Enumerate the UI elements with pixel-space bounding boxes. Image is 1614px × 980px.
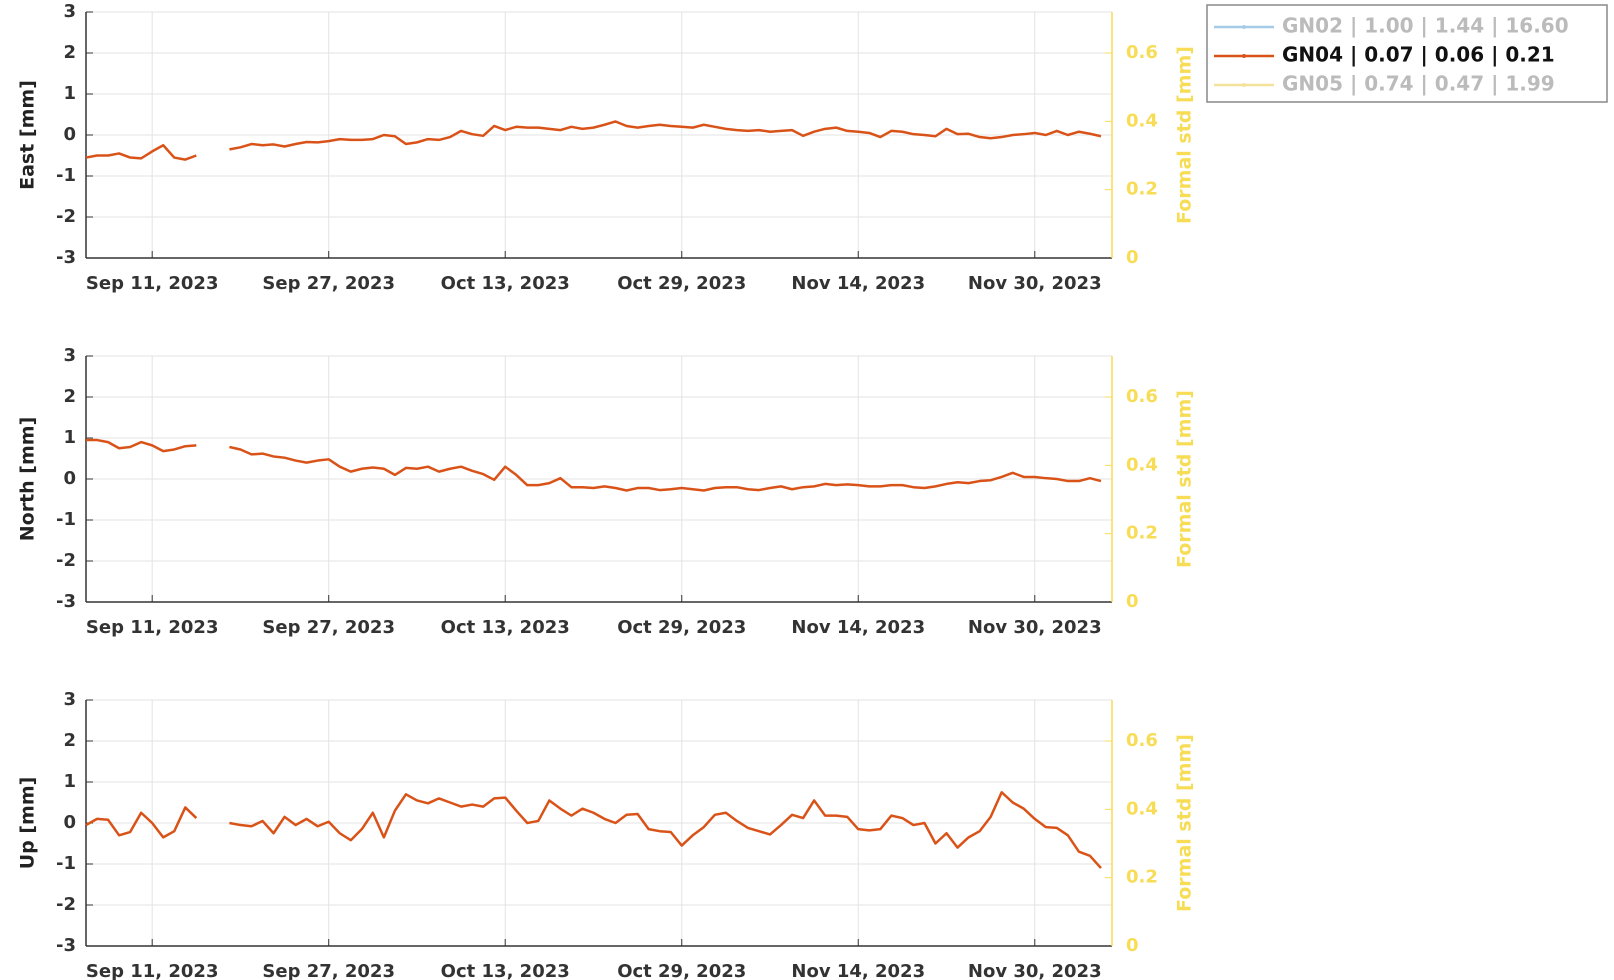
y2-axis-label: Formal std [mm]	[1174, 46, 1196, 224]
x-tick-label: Sep 27, 2023	[262, 617, 395, 638]
x-tick-label: Nov 14, 2023	[791, 273, 925, 294]
x-tick-label: Sep 11, 2023	[86, 273, 219, 294]
x-tick-label: Sep 11, 2023	[86, 961, 219, 980]
y2-tick-label: 0	[1126, 935, 1139, 956]
y2-tick-label: 0.2	[1126, 523, 1158, 544]
y-tick-label: -1	[56, 853, 76, 874]
y2-axis-label: Formal std [mm]	[1174, 390, 1196, 568]
y2-tick-label: 0	[1126, 591, 1139, 612]
legend-label: GN05 | 0.74 | 0.47 | 1.99	[1282, 72, 1555, 96]
y2-tick-label: 0.6	[1126, 386, 1158, 407]
x-tick-label: Sep 27, 2023	[262, 961, 395, 980]
x-tick-label: Oct 13, 2023	[441, 273, 570, 294]
y-tick-label: -1	[56, 509, 76, 530]
x-tick-label: Oct 29, 2023	[617, 961, 746, 980]
x-tick-label: Sep 27, 2023	[262, 273, 395, 294]
series-line	[85, 791, 1102, 869]
y-tick-label: 1	[63, 83, 76, 104]
y-tick-label: 0	[63, 124, 76, 145]
legend-label: GN04 | 0.07 | 0.06 | 0.21	[1282, 43, 1555, 67]
x-tick-label: Oct 13, 2023	[441, 617, 570, 638]
x-tick-label: Oct 29, 2023	[617, 617, 746, 638]
y2-tick-label: 0.6	[1126, 730, 1158, 751]
y2-tick-label: 0.4	[1126, 798, 1158, 819]
y-tick-label: -1	[56, 165, 76, 186]
y-axis-label: Up [mm]	[17, 777, 39, 870]
x-tick-label: Nov 14, 2023	[791, 617, 925, 638]
legend-label: GN02 | 1.00 | 1.44 | 16.60	[1282, 14, 1569, 38]
x-tick-label: Nov 30, 2023	[968, 273, 1102, 294]
y-tick-label: 3	[63, 345, 76, 366]
y2-tick-label: 0.2	[1126, 867, 1158, 888]
y2-tick-label: 0.6	[1126, 42, 1158, 63]
y-tick-label: -3	[56, 591, 76, 612]
y-tick-label: 3	[63, 689, 76, 710]
y-tick-label: 2	[63, 730, 76, 751]
y-tick-label: -3	[56, 935, 76, 956]
y2-tick-label: 0.4	[1126, 454, 1158, 475]
legend-marker	[1242, 25, 1246, 29]
y2-tick-label: 0.2	[1126, 179, 1158, 200]
y2-axis-label: Formal std [mm]	[1174, 734, 1196, 912]
y-tick-label: 3	[63, 1, 76, 22]
y-tick-label: -2	[56, 550, 76, 571]
y2-tick-label: 0.4	[1126, 110, 1158, 131]
x-tick-label: Nov 30, 2023	[968, 961, 1102, 980]
y-tick-label: 2	[63, 386, 76, 407]
x-tick-label: Oct 13, 2023	[441, 961, 570, 980]
series-line	[86, 438, 1102, 492]
x-tick-label: Nov 14, 2023	[791, 961, 925, 980]
y2-tick-label: 0	[1126, 247, 1139, 268]
y-tick-label: 2	[63, 42, 76, 63]
y-tick-label: -2	[56, 206, 76, 227]
y-tick-label: 1	[63, 427, 76, 448]
x-tick-label: Nov 30, 2023	[968, 617, 1102, 638]
series-line	[85, 120, 1102, 161]
x-tick-label: Sep 11, 2023	[86, 617, 219, 638]
y-tick-label: 1	[63, 771, 76, 792]
y-tick-label: 0	[63, 812, 76, 833]
y-tick-label: -2	[56, 894, 76, 915]
y-tick-label: 0	[63, 468, 76, 489]
legend-marker	[1242, 83, 1246, 87]
legend-marker	[1242, 54, 1246, 58]
x-tick-label: Oct 29, 2023	[617, 273, 746, 294]
y-tick-label: -3	[56, 247, 76, 268]
y-axis-label: East [mm]	[17, 80, 39, 190]
y-axis-label: North [mm]	[17, 417, 39, 542]
